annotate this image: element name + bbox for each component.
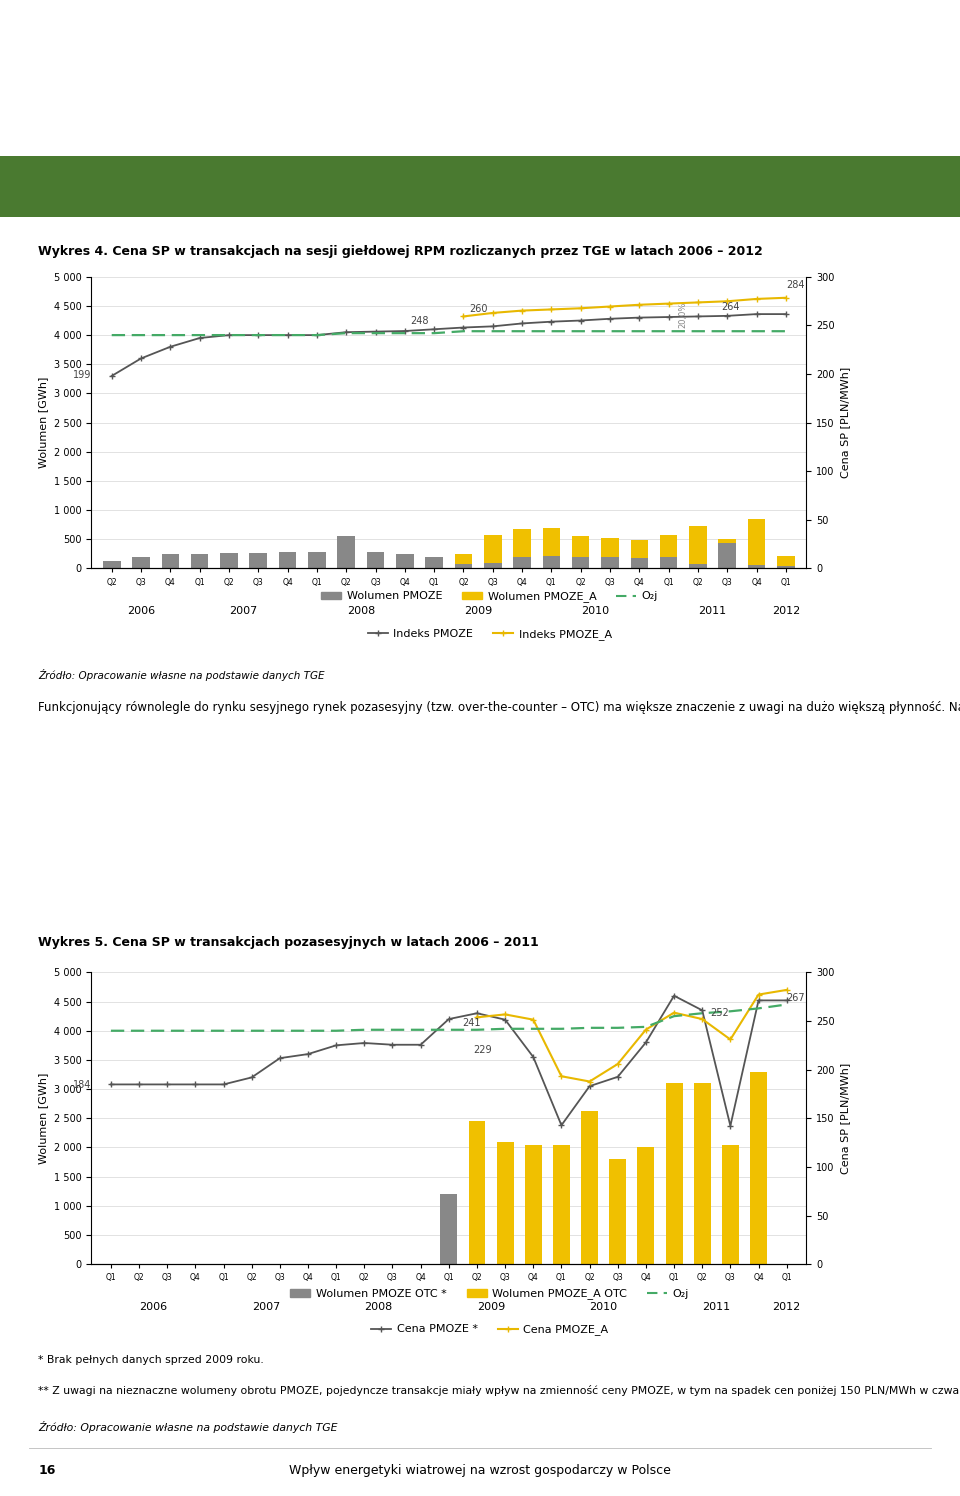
Y-axis label: Cena SP [PLN/MWh]: Cena SP [PLN/MWh] bbox=[840, 367, 851, 479]
Bar bbox=[689, 527, 707, 564]
Text: 267: 267 bbox=[786, 992, 805, 1002]
Bar bbox=[542, 557, 561, 568]
Text: 229: 229 bbox=[473, 1046, 492, 1055]
Y-axis label: Cena SP [PLN/MWh]: Cena SP [PLN/MWh] bbox=[840, 1062, 851, 1174]
Text: 2007: 2007 bbox=[252, 1302, 280, 1312]
Bar bbox=[572, 536, 589, 557]
Bar bbox=[722, 1144, 739, 1264]
Bar bbox=[496, 1141, 514, 1264]
Text: 241: 241 bbox=[462, 1017, 481, 1028]
Text: 2009: 2009 bbox=[464, 606, 492, 616]
Text: Źródło: Opracowanie własne na podstawie danych TGE: Źródło: Opracowanie własne na podstawie … bbox=[38, 669, 324, 681]
Text: Źródło: Opracowanie własne na podstawie danych TGE: Źródło: Opracowanie własne na podstawie … bbox=[38, 1421, 338, 1433]
Bar bbox=[161, 555, 180, 568]
Bar bbox=[601, 557, 619, 568]
Bar bbox=[748, 519, 765, 565]
Bar bbox=[777, 555, 795, 565]
Text: 184: 184 bbox=[73, 1080, 91, 1091]
Bar bbox=[689, 564, 707, 568]
Text: 2011: 2011 bbox=[699, 606, 727, 616]
Bar bbox=[0, 156, 960, 217]
Text: Wykres 5. Cena SP w transakcjach pozasesyjnych w latach 2006 – 2011: Wykres 5. Cena SP w transakcjach pozases… bbox=[38, 936, 540, 948]
Legend: Cena PMOZE *, Cena PMOZE_A: Cena PMOZE *, Cena PMOZE_A bbox=[367, 1319, 612, 1340]
Text: 16: 16 bbox=[38, 1463, 56, 1477]
Bar bbox=[103, 561, 121, 568]
Text: 2006: 2006 bbox=[127, 606, 156, 616]
Bar bbox=[455, 555, 472, 564]
Bar bbox=[581, 1112, 598, 1264]
Text: 2008: 2008 bbox=[347, 606, 375, 616]
Text: 248: 248 bbox=[410, 316, 429, 326]
Bar bbox=[610, 1159, 626, 1264]
Bar bbox=[637, 1147, 655, 1264]
Bar bbox=[694, 1083, 710, 1264]
Bar bbox=[631, 540, 648, 558]
Bar bbox=[718, 543, 736, 568]
Bar bbox=[748, 565, 765, 568]
Bar bbox=[250, 552, 267, 568]
Bar bbox=[308, 552, 325, 568]
Text: 284: 284 bbox=[786, 280, 804, 290]
Bar bbox=[777, 565, 795, 568]
Bar bbox=[337, 536, 355, 568]
Text: Funkcjonujący równolegle do rynku sesyjnego rynek pozasesyjny (tzw. over-the-cou: Funkcjonujący równolegle do rynku sesyjn… bbox=[38, 699, 960, 714]
Text: 2010: 2010 bbox=[589, 1302, 617, 1312]
Bar bbox=[220, 554, 238, 568]
Text: 20,0%: 20,0% bbox=[679, 302, 687, 328]
Text: 252: 252 bbox=[710, 1008, 730, 1019]
Legend: Indeks PMOZE, Indeks PMOZE_A: Indeks PMOZE, Indeks PMOZE_A bbox=[363, 624, 616, 645]
Bar bbox=[665, 1083, 683, 1264]
Text: 2012: 2012 bbox=[773, 1302, 801, 1312]
Text: 2008: 2008 bbox=[364, 1302, 393, 1312]
Bar bbox=[750, 1071, 767, 1264]
Bar bbox=[514, 530, 531, 558]
Text: 2012: 2012 bbox=[772, 606, 800, 616]
Text: 2006: 2006 bbox=[139, 1302, 167, 1312]
Text: 199: 199 bbox=[73, 370, 91, 380]
Text: * Brak pełnych danych sprzed 2009 roku.: * Brak pełnych danych sprzed 2009 roku. bbox=[38, 1355, 264, 1366]
Bar bbox=[441, 1194, 457, 1264]
Bar bbox=[718, 540, 736, 543]
Bar bbox=[278, 552, 297, 568]
Y-axis label: Wolumen [GWh]: Wolumen [GWh] bbox=[38, 377, 48, 468]
Bar bbox=[484, 534, 501, 562]
Text: 264: 264 bbox=[721, 302, 740, 311]
Text: 2011: 2011 bbox=[702, 1302, 731, 1312]
Text: 260: 260 bbox=[469, 304, 488, 314]
Bar bbox=[367, 552, 384, 568]
Text: Wykres 4. Cena SP w transakcjach na sesji giełdowej RPM rozliczanych przez TGE w: Wykres 4. Cena SP w transakcjach na sesj… bbox=[38, 245, 763, 257]
Bar bbox=[468, 1121, 486, 1264]
Text: Wpływ energetyki wiatrowej na wzrost gospodarczy w Polsce: Wpływ energetyki wiatrowej na wzrost gos… bbox=[289, 1463, 671, 1477]
Bar bbox=[514, 558, 531, 568]
Text: 2009: 2009 bbox=[477, 1302, 505, 1312]
Legend: Wolumen PMOZE OTC *, Wolumen PMOZE_A OTC, O₂j: Wolumen PMOZE OTC *, Wolumen PMOZE_A OTC… bbox=[286, 1284, 693, 1305]
Y-axis label: Wolumen [GWh]: Wolumen [GWh] bbox=[38, 1073, 48, 1164]
Bar bbox=[542, 528, 561, 557]
Bar bbox=[396, 555, 414, 568]
Bar bbox=[425, 558, 443, 568]
Bar bbox=[660, 536, 678, 557]
Text: 2007: 2007 bbox=[229, 606, 257, 616]
Text: ** Z uwagi na nieznaczne wolumeny obrotu PMOZE, pojedyncze transakcje miały wpły: ** Z uwagi na nieznaczne wolumeny obrotu… bbox=[38, 1385, 960, 1396]
Legend: Wolumen PMOZE, Wolumen PMOZE_A, O₂j: Wolumen PMOZE, Wolumen PMOZE_A, O₂j bbox=[317, 586, 662, 607]
Bar bbox=[660, 557, 678, 568]
Bar bbox=[572, 557, 589, 568]
Bar bbox=[601, 539, 619, 557]
Bar bbox=[132, 557, 150, 568]
Bar bbox=[455, 564, 472, 568]
Bar bbox=[631, 558, 648, 568]
Bar bbox=[191, 554, 208, 568]
Bar bbox=[553, 1144, 570, 1264]
Bar bbox=[525, 1144, 541, 1264]
Bar bbox=[484, 562, 501, 568]
Text: 2010: 2010 bbox=[582, 606, 610, 616]
